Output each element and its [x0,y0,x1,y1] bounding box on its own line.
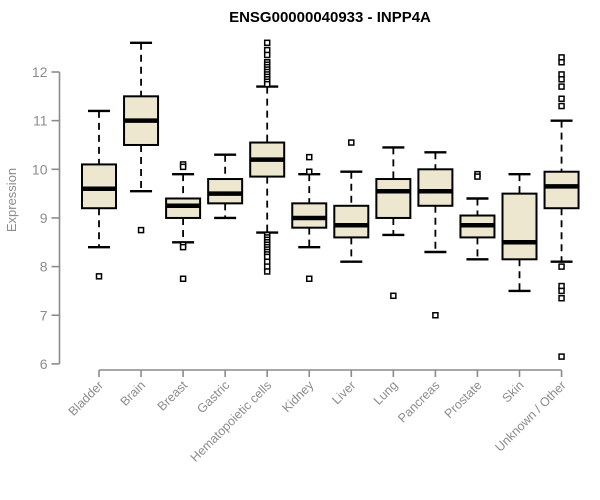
x-tick-label: Breast [155,378,191,414]
boxplot-gastric: Gastric [194,153,244,416]
boxplot-kidney: Kidney [279,153,328,415]
outlier-point [474,173,481,180]
outlier-point [558,83,565,90]
outlier-point [558,59,565,66]
outlier-point [558,263,565,270]
y-tick-label: 12 [32,64,48,80]
x-tick-label: Brain [118,378,149,409]
y-tick-label: 10 [32,161,48,177]
box [81,163,117,210]
x-tick-label: Prostate [442,378,485,421]
x-tick-label: Unknown / Other [492,378,568,454]
outlier-point [558,102,565,110]
outlier-point [558,95,565,103]
outlier-point [179,243,187,251]
y-axis-label: Expression [4,168,19,232]
axes: 6 7 8 9 10 11 12 [32,64,562,372]
outlier-point [558,76,565,83]
outlier-point [306,168,313,175]
x-tick-label: Lung [371,378,401,408]
boxplot-breast: Breast [155,161,202,414]
y-tick-label: 9 [40,210,48,226]
outlier-point [263,80,271,88]
box [291,202,328,229]
outlier-point [263,39,271,47]
outlier-point [263,268,271,275]
box [543,170,580,210]
box [207,178,244,205]
outlier-point [179,275,187,283]
x-tick-label: Kidney [279,378,316,415]
box [165,197,202,219]
outlier-point [348,139,355,146]
box [375,178,412,219]
outlier-point [137,226,145,234]
box [417,168,454,207]
y-tick-label: 7 [40,307,48,323]
box [501,192,538,261]
outlier-point [558,353,565,360]
boxplot-liver: Liver [329,139,370,407]
boxplot-lung: Lung [371,146,412,408]
chart-title: ENSG00000040933 - INPP4A [229,9,431,26]
y-tick-label: 8 [40,259,48,275]
outlier-point [179,163,187,171]
boxplot-prostate: Prostate [442,170,496,421]
boxplot-bladder: Bladder [66,109,117,419]
x-tick-label: Hematopoietic cells [188,378,275,465]
y-tick-label: 11 [33,113,48,129]
x-tick-label: Pancreas [395,378,442,425]
y-tick-label: 6 [40,356,48,372]
x-tick-label: Bladder [66,378,106,418]
outlier-point [263,51,271,59]
x-tick-label: Skin [500,378,527,405]
outlier-point [95,273,103,280]
outlier-point [390,292,397,300]
outlier-point [558,294,565,302]
outlier-point [306,153,313,161]
box [333,204,370,239]
x-tick-label: Liver [329,378,358,407]
outlier-point [558,287,565,295]
x-tick-label: Gastric [194,378,232,416]
outlier-point [432,312,439,319]
boxplot-brain: Brain [118,41,160,409]
outlier-point [306,275,313,283]
